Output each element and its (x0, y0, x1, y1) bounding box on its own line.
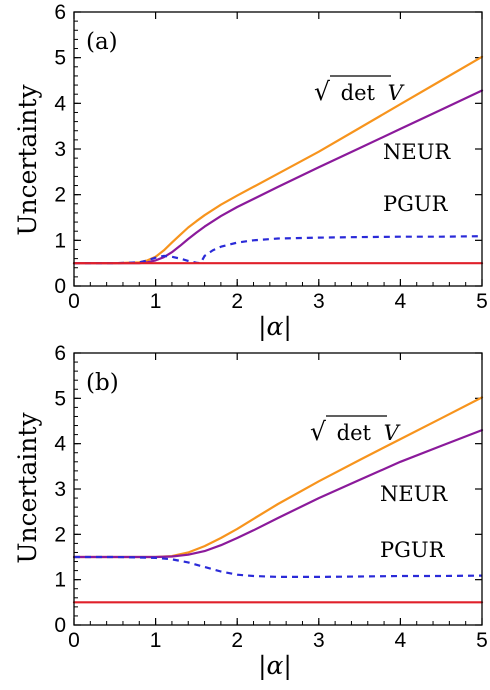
x-axis-title: |α| (258, 312, 292, 342)
sqrt-sign: √ (314, 77, 330, 106)
v-text: V (384, 421, 401, 445)
series-label-pgur: PGUR (380, 538, 446, 562)
y-tick-label: 6 (54, 1, 66, 24)
plot-frame (73, 11, 483, 287)
x-tick-label: 0 (68, 629, 80, 652)
panel-label: (b) (86, 370, 119, 396)
series-label-neur: NEUR (380, 482, 448, 506)
series-line-pgur (74, 555, 483, 579)
series-line-sqrt-det-v (72, 55, 484, 265)
series-label-sqrt-det-v: √ det V (314, 75, 405, 106)
y-tick-label: 3 (54, 478, 66, 501)
series-line-pgur (74, 235, 483, 265)
x-tick-label: 4 (395, 290, 407, 313)
x-tick-label: 5 (476, 629, 488, 652)
v-text: V (388, 81, 405, 105)
y-tick-label: 5 (54, 387, 66, 410)
x-tick-label: 1 (150, 290, 162, 313)
y-tick-label: 4 (54, 92, 66, 115)
x-tick-label: 3 (313, 629, 325, 652)
y-tick-label: 2 (54, 184, 66, 207)
panel-a-chart: Uncertainty |α| (a) 0 1 2 3 4 5 0 1 2 3 4 5 6 √ det … (13, 1, 488, 342)
y-tick-label: 1 (54, 569, 66, 592)
series-line-sqrt-det-v (72, 396, 484, 559)
plot-frame (73, 352, 483, 626)
plot-area (72, 55, 484, 265)
svg-text:√ det V: √ det V (314, 77, 405, 106)
y-tick-label: 0 (54, 275, 66, 298)
panel-b-chart: Uncertainty |α| (b) 0 1 2 3 4 5 0 1 2 3 4 5 6 √ det … (13, 342, 488, 681)
x-tick-label: 3 (313, 290, 325, 313)
y-axis-title: Uncertainty (13, 412, 42, 564)
x-tick-label: 0 (68, 290, 80, 313)
y-tick-label: 4 (54, 433, 66, 456)
series-label-pgur: PGUR (383, 192, 449, 216)
x-tick-label: 2 (231, 629, 243, 652)
x-tick-label: 5 (476, 290, 488, 313)
plot-area (72, 396, 484, 604)
y-tick-label: 5 (54, 47, 66, 70)
y-axis-title: Uncertainty (13, 84, 42, 236)
det-text: det (341, 81, 376, 105)
sqrt-sign: √ (310, 417, 326, 446)
x-tick-label: 2 (231, 290, 243, 313)
y-tick-label: 2 (54, 523, 66, 546)
det-text: det (337, 421, 372, 445)
x-tick-label: 4 (395, 629, 407, 652)
y-tick-label: 6 (54, 342, 66, 365)
tick-group: 0 1 2 3 4 5 0 1 2 3 4 5 6 (54, 1, 488, 313)
y-tick-label: 1 (54, 229, 66, 252)
panel-label: (a) (86, 29, 118, 55)
svg-text:√ det V: √ det V (310, 417, 401, 446)
x-tick-label: 1 (150, 629, 162, 652)
y-tick-label: 3 (54, 138, 66, 161)
x-axis-title: |α| (258, 651, 292, 681)
y-tick-label: 0 (54, 614, 66, 637)
series-line-neur (72, 429, 484, 559)
series-label-sqrt-det-v: √ det V (310, 415, 401, 446)
series-label-neur: NEUR (383, 140, 451, 164)
